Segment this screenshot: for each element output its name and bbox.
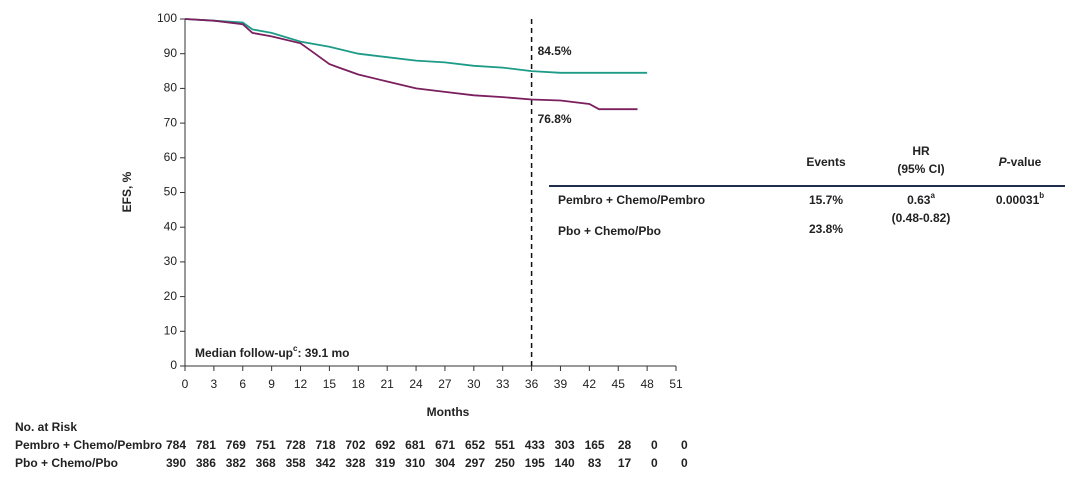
risk-count: 692 <box>375 438 395 452</box>
risk-count: 390 <box>166 456 186 470</box>
x-tick-label: 33 <box>496 377 510 391</box>
risk-count: 342 <box>315 456 335 470</box>
risk-count: 310 <box>405 456 425 470</box>
risk-title: No. at Risk <box>15 420 77 434</box>
y-tick-label: 100 <box>157 11 177 25</box>
header-p-rest: -value <box>1007 155 1042 169</box>
x-tick-label: 0 <box>182 377 189 391</box>
risk-count: 702 <box>345 438 365 452</box>
hr-sup: a <box>930 191 935 200</box>
y-tick-label: 0 <box>170 358 177 372</box>
events: 15.7% <box>809 193 843 207</box>
x-tick-label: 21 <box>380 377 394 391</box>
y-tick-label: 80 <box>164 81 178 95</box>
curve-label: 76.8% <box>538 112 572 126</box>
y-tick-label: 70 <box>164 115 178 129</box>
risk-count: 784 <box>166 438 186 452</box>
risk-count: 551 <box>495 438 515 452</box>
y-tick-label: 50 <box>164 185 178 199</box>
curve-label: 84.5% <box>538 44 572 58</box>
x-tick-label: 15 <box>323 377 337 391</box>
y-axis-label: EFS, % <box>120 171 134 212</box>
risk-count: 165 <box>585 438 605 452</box>
x-tick-label: 39 <box>554 377 568 391</box>
x-tick-label: 6 <box>239 377 246 391</box>
curve <box>184 18 648 74</box>
legend-name: Pembro + Chemo/Pembro <box>558 193 705 207</box>
risk-count: 319 <box>375 456 395 470</box>
risk-count: 304 <box>435 456 455 470</box>
risk-count: 0 <box>651 456 658 470</box>
risk-count: 751 <box>256 438 276 452</box>
p-value: 0.00031b <box>996 191 1044 207</box>
legend-name: Pbo + Chemo/Pbo <box>558 224 661 238</box>
risk-count: 728 <box>286 438 306 452</box>
risk-count: 140 <box>555 456 575 470</box>
x-tick-label: 9 <box>268 377 275 391</box>
risk-count: 250 <box>495 456 515 470</box>
x-tick-label: 3 <box>211 377 218 391</box>
header-p-italic: P <box>999 155 1008 169</box>
risk-count: 769 <box>226 438 246 452</box>
x-axis-label: Months <box>427 405 470 419</box>
p-num: 0.00031 <box>996 193 1040 207</box>
y-tick-label: 90 <box>164 46 178 60</box>
risk-count: 681 <box>405 438 425 452</box>
risk-count: 358 <box>286 456 306 470</box>
risk-count: 328 <box>345 456 365 470</box>
x-tick-label: 42 <box>583 377 597 391</box>
risk-count: 718 <box>315 438 335 452</box>
header-p: P-value <box>999 155 1042 169</box>
y-tick-label: 30 <box>164 254 178 268</box>
x-tick-label: 12 <box>294 377 308 391</box>
hr: 0.63a <box>907 191 935 207</box>
follow-up-sup: c <box>293 344 298 353</box>
x-tick-label: 27 <box>438 377 452 391</box>
follow-up: Median follow-upc: 39.1 mo <box>195 344 349 360</box>
y-tick-label: 20 <box>164 289 178 303</box>
follow-up-rest: : 39.1 mo <box>297 346 349 360</box>
curve <box>184 18 638 111</box>
p-sup: b <box>1039 191 1044 200</box>
x-tick-label: 30 <box>467 377 481 391</box>
x-tick-label: 18 <box>352 377 366 391</box>
risk-count: 28 <box>618 438 632 452</box>
risk-count: 652 <box>465 438 485 452</box>
risk-name: Pembro + Chemo/Pembro <box>15 438 162 452</box>
risk-count: 781 <box>196 438 216 452</box>
y-tick-label: 10 <box>164 323 178 337</box>
x-tick-label: 51 <box>669 377 683 391</box>
risk-count: 368 <box>256 456 276 470</box>
x-tick-label: 48 <box>640 377 654 391</box>
x-tick-label: 24 <box>409 377 423 391</box>
risk-count: 303 <box>555 438 575 452</box>
follow-up-text: Median follow-up <box>195 346 293 360</box>
risk-count: 83 <box>588 456 602 470</box>
risk-count: 0 <box>651 438 658 452</box>
header-hr: HR <box>912 144 930 158</box>
risk-count: 382 <box>226 456 246 470</box>
risk-count: 195 <box>525 456 545 470</box>
risk-count: 297 <box>465 456 485 470</box>
header-ci: (95% CI) <box>897 162 944 176</box>
risk-count: 671 <box>435 438 455 452</box>
risk-count: 386 <box>196 456 216 470</box>
y-tick-label: 40 <box>164 219 178 233</box>
risk-count: 433 <box>525 438 545 452</box>
x-tick-label: 45 <box>612 377 626 391</box>
events: 23.8% <box>809 222 843 236</box>
risk-count: 17 <box>618 456 632 470</box>
risk-count: 0 <box>681 456 688 470</box>
x-tick-label: 36 <box>525 377 539 391</box>
risk-count: 0 <box>681 438 688 452</box>
hr-value: 0.63 <box>907 193 931 207</box>
header-events: Events <box>806 155 846 169</box>
ci: (0.48-0.82) <box>892 211 951 225</box>
y-tick-label: 60 <box>164 150 178 164</box>
risk-name: Pbo + Chemo/Pbo <box>15 456 118 470</box>
